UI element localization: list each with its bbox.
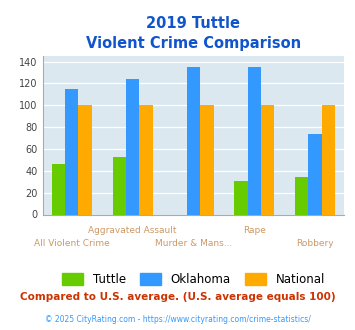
Bar — [234, 181, 248, 214]
Bar — [187, 67, 200, 214]
Text: Murder & Mans...: Murder & Mans... — [155, 240, 232, 248]
Bar — [139, 105, 153, 214]
Text: Robbery: Robbery — [296, 240, 334, 248]
Bar — [322, 105, 335, 214]
Title: 2019 Tuttle
Violent Crime Comparison: 2019 Tuttle Violent Crime Comparison — [86, 16, 301, 51]
Bar — [295, 177, 308, 214]
Text: All Violent Crime: All Violent Crime — [34, 240, 110, 248]
Bar — [126, 79, 139, 214]
Bar — [248, 67, 261, 214]
Bar — [308, 134, 322, 214]
Bar — [261, 105, 274, 214]
Bar — [52, 164, 65, 214]
Text: Compared to U.S. average. (U.S. average equals 100): Compared to U.S. average. (U.S. average … — [20, 292, 335, 302]
Text: Rape: Rape — [243, 226, 266, 235]
Bar — [65, 89, 78, 214]
Bar — [200, 105, 214, 214]
Bar — [78, 105, 92, 214]
Text: © 2025 CityRating.com - https://www.cityrating.com/crime-statistics/: © 2025 CityRating.com - https://www.city… — [45, 315, 310, 324]
Legend: Tuttle, Oklahoma, National: Tuttle, Oklahoma, National — [57, 268, 330, 290]
Text: Aggravated Assault: Aggravated Assault — [88, 226, 177, 235]
Bar — [113, 157, 126, 214]
